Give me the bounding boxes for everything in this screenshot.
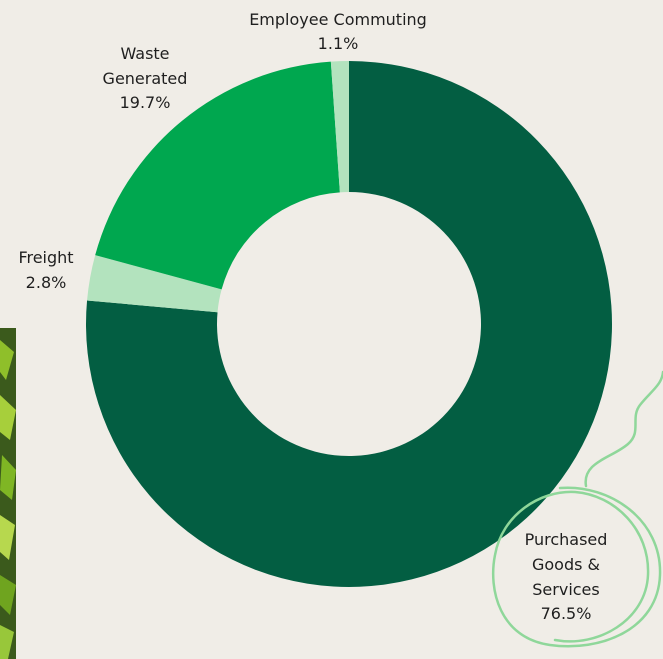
slice-employee-commuting	[330, 61, 349, 193]
label-value: 1.1%	[318, 34, 359, 53]
label-name: Waste	[120, 44, 169, 63]
slice-freight	[87, 255, 222, 313]
label-value: 2.8%	[26, 273, 67, 292]
slice-waste-generated	[95, 61, 340, 290]
label-value: 19.7%	[120, 93, 171, 112]
label-name: Employee Commuting	[249, 10, 427, 29]
slice-purchased-goods-services	[85, 61, 612, 587]
label-name: Freight	[18, 248, 73, 267]
label-name-line2: Goods &	[532, 555, 600, 574]
label-name-line2: Generated	[103, 69, 188, 88]
label-value: 76.5%	[541, 604, 592, 623]
label-employee-commuting: Employee Commuting 1.1%	[249, 10, 427, 53]
label-waste-generated: Waste Generated 19.7%	[103, 44, 188, 112]
scribble-circle	[491, 486, 662, 648]
label-freight: Freight 2.8%	[18, 248, 73, 292]
label-purchased-goods-services: Purchased Goods & Services 76.5%	[525, 530, 608, 623]
donut-slices	[85, 61, 612, 587]
label-name-line3: Services	[532, 580, 599, 599]
leaf-photo-strip	[0, 328, 16, 659]
label-name: Purchased	[525, 530, 608, 549]
scribble-tail	[584, 370, 663, 488]
scribble-annotation	[491, 370, 663, 648]
